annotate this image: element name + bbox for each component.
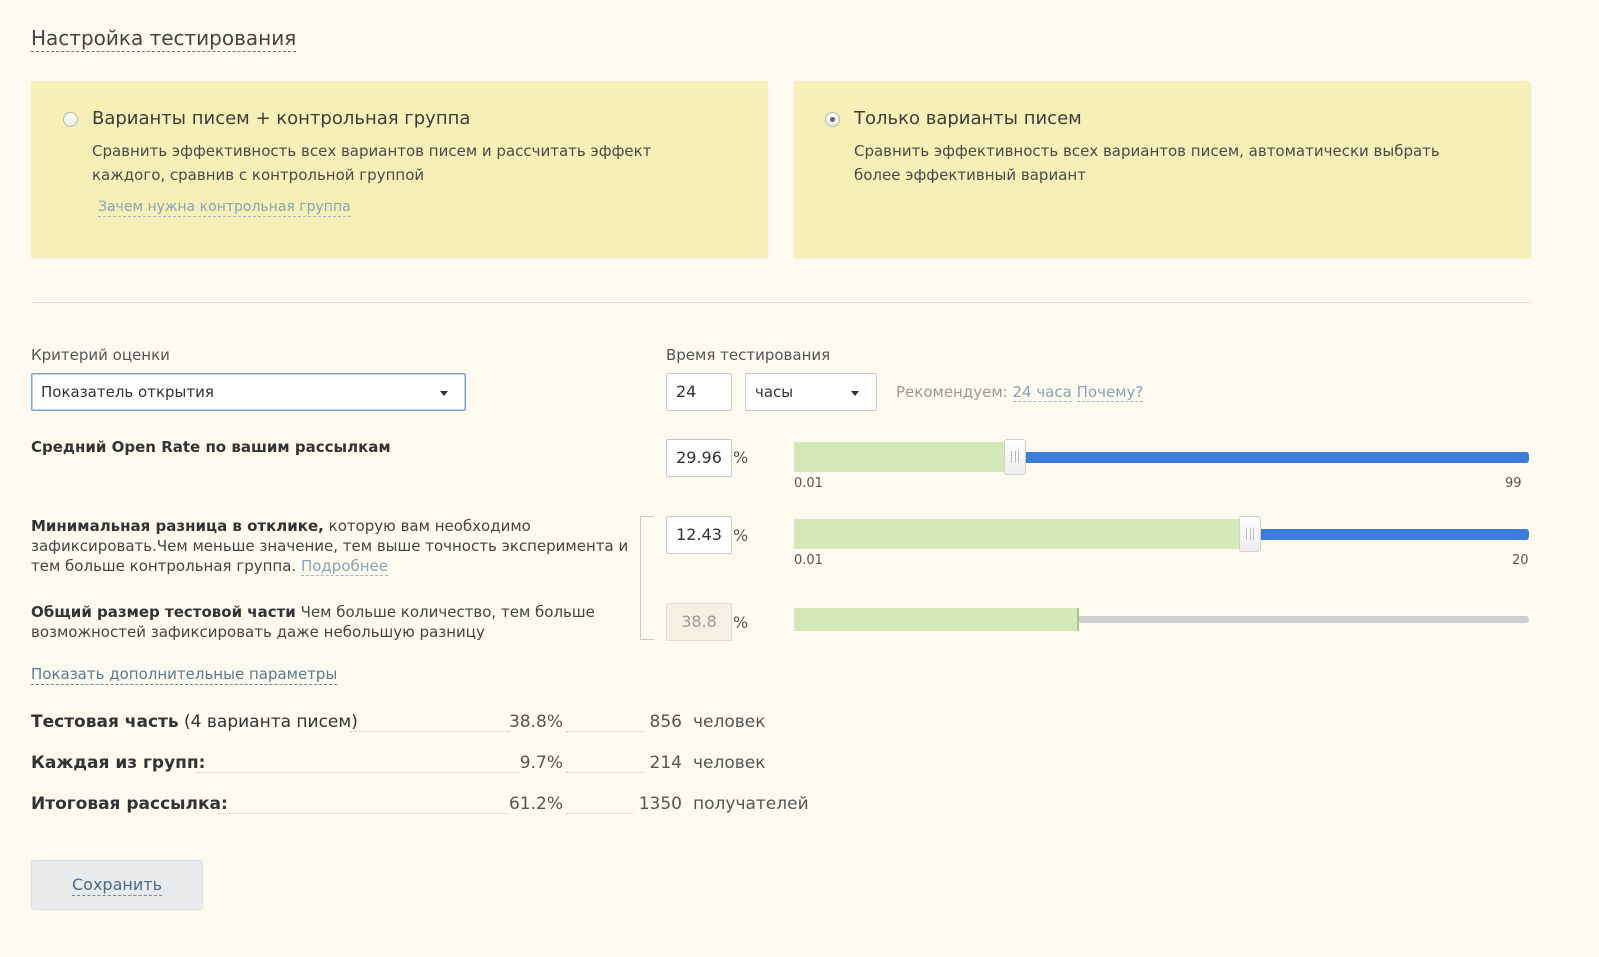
slider-min-label: 0.01 xyxy=(794,476,823,491)
option-desc-line2: каждого, сравнив с контрольной группой xyxy=(92,166,425,184)
option-desc-line1: Сравнить эффективность всех вариантов пи… xyxy=(92,142,652,160)
dotted-leader xyxy=(566,731,644,732)
option-desc-line2: более эффективный вариант xyxy=(854,166,1086,184)
summary-count: 856 xyxy=(649,712,682,732)
duration-label: Время тестирования xyxy=(666,346,831,364)
summary-unit: получателей xyxy=(693,794,809,814)
option-card-variants-only[interactable]: Только варианты писем Сравнить эффективн… xyxy=(794,81,1531,258)
summary-unit: человек xyxy=(693,753,766,773)
min-diff-label-rest: которую вам необходимо xyxy=(323,517,531,535)
min-diff-description: Минимальная разница в отклике, которую в… xyxy=(31,516,636,576)
summary-unit: человек xyxy=(693,712,766,732)
why-control-group-link[interactable]: Зачем нужна контрольная группа xyxy=(98,199,351,217)
summary-percent: 9.7% xyxy=(519,753,563,773)
show-more-params-link[interactable]: Показать дополнительные параметры xyxy=(31,665,338,685)
radio-variants-only[interactable] xyxy=(825,112,840,127)
min-diff-label-bold: Минимальная разница в отклике, xyxy=(31,517,324,535)
summary-count: 1350 xyxy=(638,794,682,814)
criteria-select-value: Показатель открытия xyxy=(41,383,214,401)
criteria-label: Критерий оценки xyxy=(31,346,170,364)
min-diff-label-line2: зафиксировать.Чем меньше значение, тем в… xyxy=(31,537,629,555)
slider-max-label: 99 xyxy=(1505,476,1522,491)
duration-input[interactable]: 24 xyxy=(666,373,732,411)
summary-label-group: Каждая из групп: xyxy=(31,753,206,773)
open-rate-slider[interactable] xyxy=(794,439,1529,479)
dotted-leader xyxy=(566,772,644,773)
save-button-label: Сохранить xyxy=(72,875,162,896)
slider-max-label: 20 xyxy=(1512,553,1529,568)
summary-percent: 38.8% xyxy=(508,712,563,732)
slider-handle[interactable] xyxy=(1239,516,1261,552)
save-button[interactable]: Сохранить xyxy=(31,860,203,910)
min-diff-unit: % xyxy=(733,526,749,545)
slider-fill xyxy=(794,519,1250,549)
bar-fill xyxy=(794,608,1079,631)
recommendation: Рекомендуем: 24 часа Почему? xyxy=(896,383,1144,402)
test-size-bar xyxy=(794,608,1529,632)
slider-track xyxy=(1250,529,1529,540)
summary-label-total: Итоговая рассылка: xyxy=(31,794,228,814)
duration-unit-value: часы xyxy=(755,383,794,401)
recommend-prefix: Рекомендуем: xyxy=(896,383,1008,401)
params-bracket xyxy=(640,516,654,640)
divider xyxy=(31,302,1531,303)
test-size-input: 38.8 xyxy=(666,603,732,641)
dotted-leader xyxy=(350,731,510,732)
slider-track xyxy=(1015,452,1529,463)
chevron-down-icon xyxy=(851,391,859,396)
duration-unit-select[interactable]: часы xyxy=(745,373,877,411)
chevron-down-icon xyxy=(440,391,448,396)
slider-min-label: 0.01 xyxy=(794,553,823,568)
more-details-link[interactable]: Подробнее xyxy=(300,557,389,576)
dotted-leader xyxy=(566,813,634,814)
summary-percent: 61.2% xyxy=(508,794,563,814)
option-desc-line1: Сравнить эффективность всех вариантов пи… xyxy=(854,142,1440,160)
page-title: Настройка тестирования xyxy=(31,26,297,52)
test-size-label-line2: возможностей зафиксировать даже небольшу… xyxy=(31,623,485,641)
radio-with-control[interactable] xyxy=(63,112,78,127)
option-title: Только варианты писем xyxy=(854,108,1082,129)
option-card-with-control[interactable]: Варианты писем + контрольная группа Срав… xyxy=(31,81,768,258)
dotted-leader xyxy=(218,813,508,814)
bar-track xyxy=(794,616,1529,623)
summary-label-test: Тестовая часть (4 варианта писем) xyxy=(31,712,358,732)
summary-count: 214 xyxy=(649,753,682,773)
test-size-label-bold: Общий размер тестовой части xyxy=(31,603,296,621)
dotted-leader xyxy=(196,772,520,773)
criteria-select[interactable]: Показатель открытия xyxy=(31,373,466,411)
open-rate-unit: % xyxy=(733,448,749,467)
slider-fill xyxy=(794,442,1015,472)
min-diff-input[interactable]: 12.43 xyxy=(666,516,732,554)
min-diff-slider[interactable] xyxy=(794,516,1529,556)
min-diff-label-line3: тем больше контрольная группа. xyxy=(31,557,297,575)
open-rate-input[interactable]: 29.96 xyxy=(666,439,732,477)
test-size-description: Общий размер тестовой части Чем больше к… xyxy=(31,602,636,642)
open-rate-label: Средний Open Rate по вашим рассылкам xyxy=(31,438,391,456)
option-title: Варианты писем + контрольная группа xyxy=(92,108,471,129)
recommend-value-link[interactable]: 24 часа xyxy=(1012,383,1072,402)
test-size-label-rest: Чем больше количество, тем больше xyxy=(295,603,595,621)
why-link[interactable]: Почему? xyxy=(1076,383,1144,402)
slider-handle[interactable] xyxy=(1004,439,1026,475)
test-size-unit: % xyxy=(733,613,749,632)
